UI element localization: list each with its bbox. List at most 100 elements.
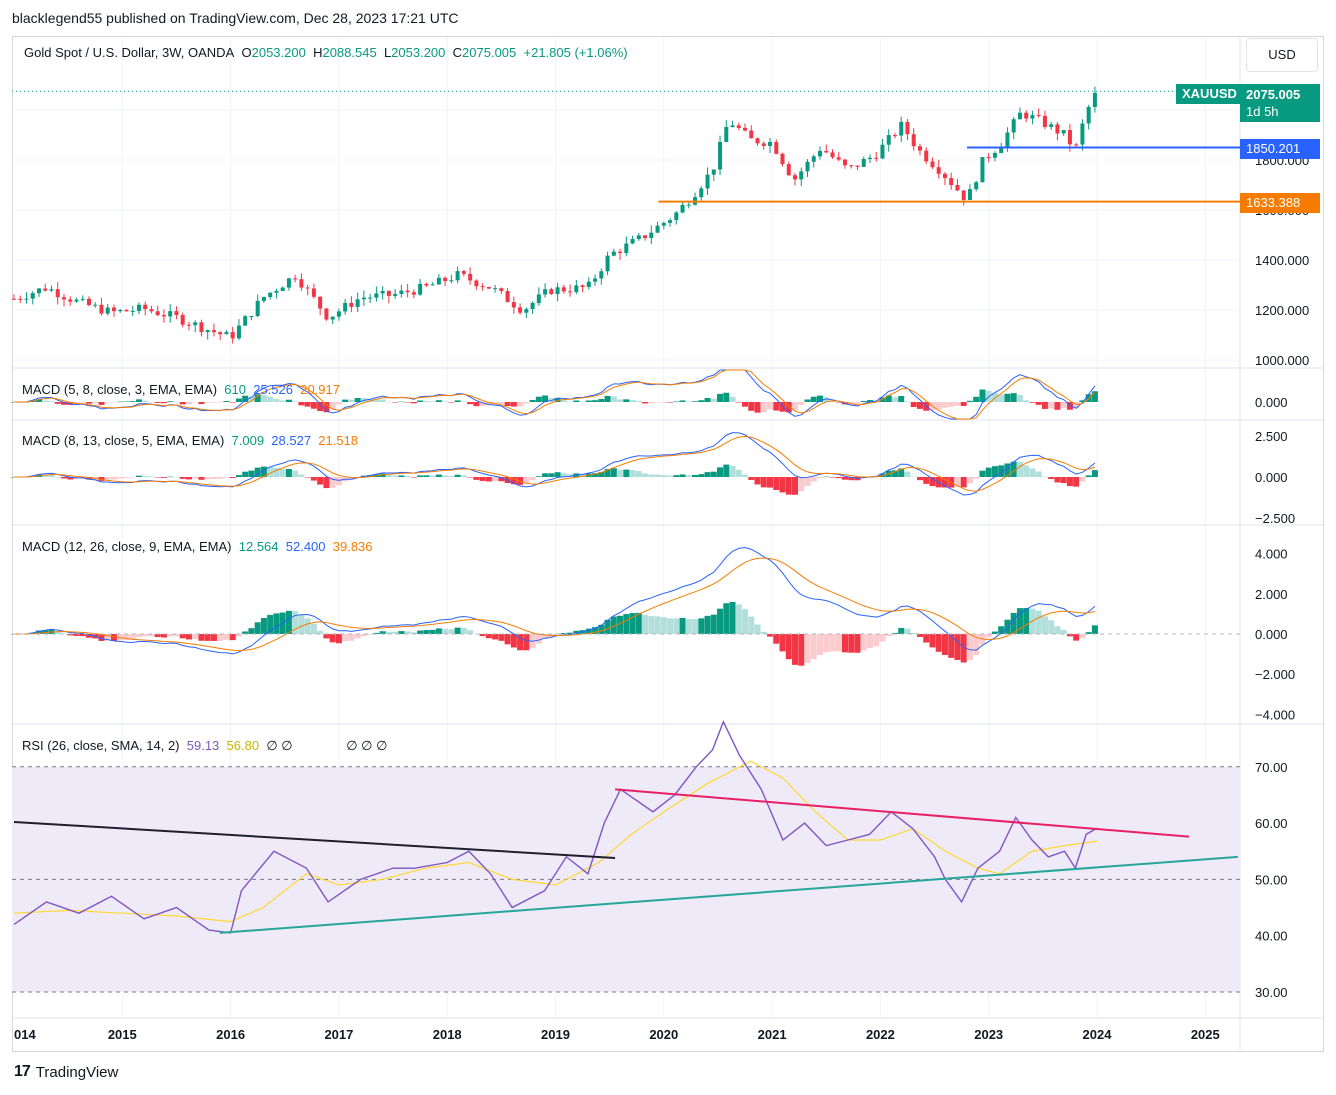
macd2-bar xyxy=(554,472,561,477)
candle-body xyxy=(361,297,366,300)
macd2-bar xyxy=(392,475,399,477)
candle-body xyxy=(774,141,779,154)
candle-body xyxy=(768,141,773,146)
candle-body xyxy=(143,304,148,310)
macd3-bar xyxy=(223,634,230,640)
macd3-bar xyxy=(1016,608,1023,634)
macd1-bar xyxy=(60,402,67,405)
macd3-bar xyxy=(748,616,755,634)
macd1-bar xyxy=(435,400,442,402)
macd1-bar xyxy=(467,402,474,405)
macd1-bar xyxy=(517,402,524,407)
macd1-bar xyxy=(854,402,861,404)
macd2-bar xyxy=(335,477,342,486)
macd2-bar xyxy=(891,470,898,477)
macd1-bar xyxy=(916,402,923,409)
candle-body xyxy=(1092,92,1097,107)
macd1-bar xyxy=(179,402,186,405)
chart-frame[interactable] xyxy=(12,36,1324,1052)
candle-body xyxy=(624,243,629,253)
macd3-bar xyxy=(79,634,86,637)
rsi-trendline-black xyxy=(13,820,616,860)
macd3-bar xyxy=(742,609,749,634)
x-tick: 2025 xyxy=(1191,1027,1220,1042)
macd3-bar xyxy=(160,634,167,638)
candle-body xyxy=(949,178,954,186)
candle-body xyxy=(961,190,966,200)
candle-body xyxy=(505,290,510,303)
macd2-bar xyxy=(991,466,998,477)
macd1-bar xyxy=(479,402,486,406)
candle-body xyxy=(180,315,185,325)
macd1-bar xyxy=(117,401,124,403)
macd2-bar xyxy=(317,477,324,485)
macd3-bar xyxy=(360,634,367,637)
macd1-signal: 20.917 xyxy=(300,382,340,397)
candle-body xyxy=(430,284,435,286)
macd1-bar xyxy=(610,396,617,402)
candle-body xyxy=(399,290,404,294)
macd3-bar xyxy=(410,632,417,634)
macd3-bar xyxy=(860,634,867,651)
price-tick: 1400.000 xyxy=(1255,253,1309,268)
candle-body xyxy=(199,322,204,333)
macd3-bar xyxy=(373,632,380,634)
macd3-bar xyxy=(85,634,92,638)
macd3-bar xyxy=(329,634,336,643)
macd2-bar xyxy=(898,468,905,477)
rsi-tick: 30.00 xyxy=(1255,985,1288,1000)
macd1-bar xyxy=(198,402,205,405)
candle-body xyxy=(155,311,160,316)
macd2-bar xyxy=(916,477,923,481)
macd1-bar xyxy=(860,400,867,402)
macd2-bar xyxy=(123,477,130,479)
macd3-bar xyxy=(148,634,155,637)
macd2-bar xyxy=(60,477,67,479)
candle-body xyxy=(418,283,423,295)
candle-body xyxy=(136,304,141,311)
macd2-bar xyxy=(1016,461,1023,477)
macd1-bar xyxy=(642,402,649,404)
rsi-trendline-green xyxy=(219,855,1238,934)
currency-button[interactable]: USD xyxy=(1246,38,1318,72)
macd3-bar xyxy=(929,634,936,648)
tradingview-logo[interactable]: 17 TradingView xyxy=(14,1063,118,1081)
macd2-bar xyxy=(135,475,142,477)
macd2-legend: MACD (8, 13, close, 5, EMA, EMA) 7.009 2… xyxy=(22,433,358,448)
macd3-tick: −2.000 xyxy=(1255,667,1295,682)
macd2-bar xyxy=(129,477,136,478)
macd1-bar xyxy=(442,401,449,403)
macd1-bar xyxy=(1073,402,1080,409)
macd1-bar xyxy=(398,401,405,403)
macd3-bar xyxy=(104,634,111,641)
macd3-bar xyxy=(67,634,74,636)
candle-body xyxy=(1074,144,1079,146)
candle-body xyxy=(24,298,29,300)
macd3-bar xyxy=(517,634,524,651)
macd2-bar xyxy=(273,467,280,477)
macd2-bar xyxy=(310,477,317,481)
candle-body xyxy=(393,293,398,296)
macd1-bar xyxy=(767,402,774,410)
macd1-bar xyxy=(85,402,92,404)
candle-body xyxy=(855,165,860,167)
macd2-bar xyxy=(485,477,492,482)
rsi-tick: 70.00 xyxy=(1255,760,1288,775)
candle-body xyxy=(793,175,798,180)
x-tick: 2019 xyxy=(541,1027,570,1042)
macd2-bar xyxy=(654,474,661,477)
macd2-bar xyxy=(304,477,311,478)
macd1-bar xyxy=(567,401,574,403)
macd2-bar xyxy=(923,477,930,484)
candle-body xyxy=(405,290,410,293)
macd1-bar xyxy=(704,398,711,402)
macd1-bar xyxy=(429,401,436,402)
macd3-bar xyxy=(504,634,511,645)
macd2-bar xyxy=(323,477,330,489)
macd2-bar xyxy=(929,477,936,487)
candle-body xyxy=(105,307,110,314)
macd1-bar xyxy=(73,402,80,404)
macd3-bar xyxy=(904,628,911,634)
macd2-bar xyxy=(48,474,55,477)
